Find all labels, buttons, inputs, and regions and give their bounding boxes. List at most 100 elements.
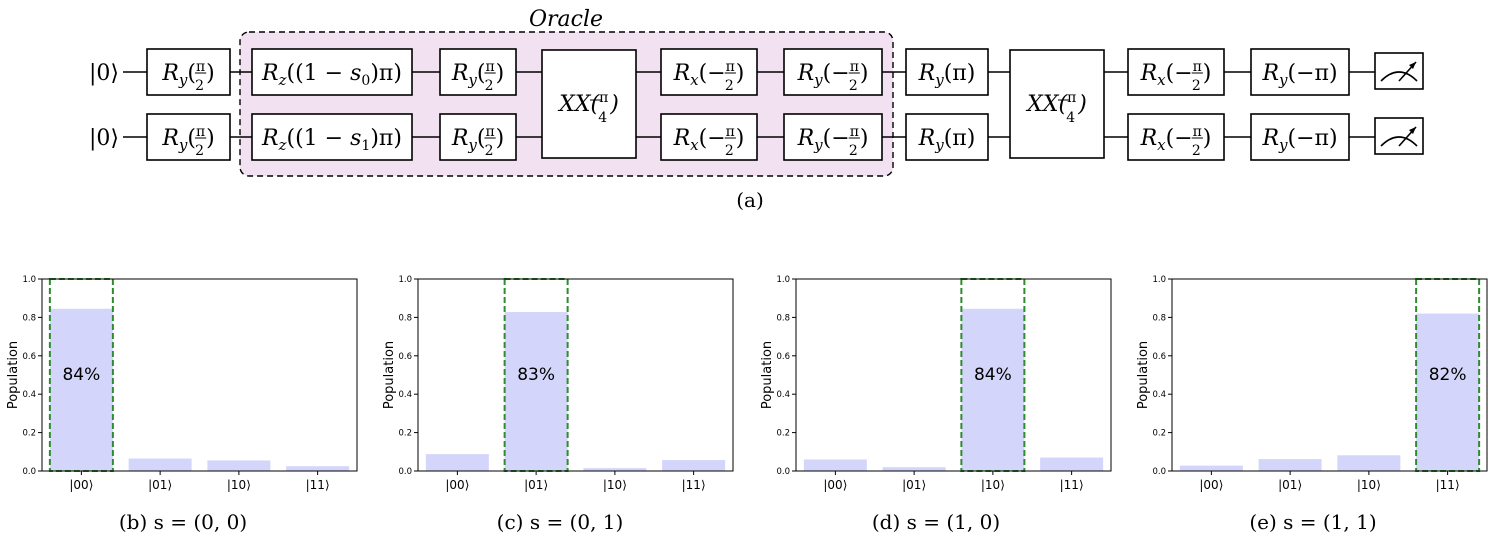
gate-label: Ry(π 2) xyxy=(161,124,214,159)
gate-q1-1: Rz((1 − s1)π) xyxy=(251,113,413,161)
x-tick-label: |01⟩ xyxy=(524,478,548,492)
x-tick-label: |11⟩ xyxy=(1060,478,1084,492)
gate-label: Rx(−π 2) xyxy=(673,59,745,94)
y-axis-label: Population xyxy=(382,341,397,409)
bar-annotation: 84% xyxy=(974,365,1012,385)
gate-q0-6: Rx(−π 2) xyxy=(1127,48,1225,96)
y-axis-label: Population xyxy=(1136,341,1151,409)
gate-q0-1: Rz((1 − s0)π) xyxy=(251,48,413,96)
bar-annotation: 84% xyxy=(62,365,100,385)
gate-q0-7: Ry(−π) xyxy=(1250,48,1350,96)
bar-1 xyxy=(504,312,568,471)
bar-annotation: 82% xyxy=(1429,365,1467,385)
oracle-label: Oracle xyxy=(529,7,603,32)
y-tick-label: 0.0 xyxy=(22,467,36,477)
bar-3 xyxy=(1416,313,1480,471)
y-tick-label: 0.2 xyxy=(1152,429,1166,439)
quantum-circuit: Oracle |0⟩ |0⟩ Ry(π 2) Rz((1 − s0)π) Ry(π 2)… xyxy=(89,7,1424,212)
plot-frame xyxy=(417,278,734,472)
panel-caption: (e) s = (1, 1) xyxy=(1249,510,1377,534)
gate-q1-7: Ry(−π) xyxy=(1250,113,1350,161)
plot-frame xyxy=(795,278,1112,472)
bar-2 xyxy=(207,460,271,471)
bar-0 xyxy=(425,454,489,471)
gate-q0-5: Ry(π) xyxy=(905,48,989,96)
gate-q0-0: Ry(π 2) xyxy=(146,48,231,96)
bar-chart-panel-2: 84% 0.0 0.2 0.4 0.6 0.8 1.0 |00⟩ |01⟩ |10⟩ |11⟩ Pop… xyxy=(760,275,1112,492)
gate-q0-4: Ry(−π 2) xyxy=(783,48,883,96)
y-tick-label: 1.0 xyxy=(1152,275,1166,285)
gate-q1-4: Ry(−π 2) xyxy=(783,113,883,161)
input-state-1: |0⟩ xyxy=(89,126,119,151)
bar-chart-panel-1: 83% 0.0 0.2 0.4 0.6 0.8 1.0 |00⟩ |01⟩ |10⟩ |11⟩ Pop… xyxy=(382,275,734,492)
y-tick-label: 1.0 xyxy=(22,275,36,285)
y-tick-label: 0.0 xyxy=(398,467,412,477)
bar-1 xyxy=(1258,459,1322,471)
circuit-caption: (a) xyxy=(736,188,764,212)
x-tick-label: |11⟩ xyxy=(306,478,330,492)
y-tick-label: 0.4 xyxy=(398,390,412,400)
gate-q0-3: Rx(−π 2) xyxy=(660,48,758,96)
gate-label: Ry(π 2) xyxy=(451,124,504,159)
gate-q1-6: Rx(−π 2) xyxy=(1127,113,1225,161)
gate-label: Rz((1 − s1)π) xyxy=(261,126,402,154)
gate-label: Ry(π) xyxy=(918,61,976,89)
y-tick-label: 0.0 xyxy=(1152,467,1166,477)
gate-label: Ry(π 2) xyxy=(161,59,214,94)
x-tick-label: |01⟩ xyxy=(1278,478,1302,492)
y-tick-label: 0.2 xyxy=(22,429,36,439)
x-tick-label: |10⟩ xyxy=(227,478,251,492)
panel-caption: (d) s = (1, 0) xyxy=(871,510,1001,534)
bar-annotation: 83% xyxy=(517,365,555,385)
gate-q0-2: Ry(π 2) xyxy=(439,48,517,96)
gate-q1-0: Ry(π 2) xyxy=(146,113,231,161)
gate-label: Ry(−π 2) xyxy=(797,124,869,159)
y-tick-label: 0.0 xyxy=(776,467,790,477)
bar-3 xyxy=(286,466,350,471)
gate-label: Ry(−π 2) xyxy=(797,59,869,94)
x-tick-label: |01⟩ xyxy=(148,478,172,492)
gate-label: Ry(−π) xyxy=(1261,61,1337,89)
y-tick-label: 0.6 xyxy=(22,352,36,362)
x-tick-label: |10⟩ xyxy=(1357,478,1381,492)
bar-3 xyxy=(662,460,726,471)
gate-label: Rx(−π 2) xyxy=(1140,59,1212,94)
bar-3 xyxy=(1040,457,1104,471)
plot-frame xyxy=(41,278,358,472)
gate-label: Rz((1 − s0)π) xyxy=(261,61,402,89)
x-tick-label: |00⟩ xyxy=(823,478,847,492)
gate-q1-5: Ry(π) xyxy=(905,113,989,161)
panel-caption: (b) s = (0, 0) xyxy=(118,510,248,534)
y-tick-label: 0.6 xyxy=(398,352,412,362)
x-tick-label: |10⟩ xyxy=(981,478,1005,492)
bar-1 xyxy=(882,467,946,471)
gate-label: Ry(π 2) xyxy=(451,59,504,94)
xx-gate-2: XX(π 4) xyxy=(1009,49,1105,159)
x-tick-label: |11⟩ xyxy=(1436,478,1460,492)
y-tick-label: 0.8 xyxy=(776,313,790,323)
input-state-0: |0⟩ xyxy=(89,61,119,86)
gate-label: Ry(−π) xyxy=(1261,126,1337,154)
bar-chart-panel-0: 84% 0.0 0.2 0.4 0.6 0.8 1.0 |00⟩ |01⟩ |10⟩ |11⟩ Pop… xyxy=(6,275,358,492)
bar-0 xyxy=(803,459,867,471)
y-axis-label: Population xyxy=(6,341,21,409)
x-tick-label: |00⟩ xyxy=(69,478,93,492)
gate-q1-2: Ry(π 2) xyxy=(439,113,517,161)
bar-2 xyxy=(583,468,647,471)
bar-1 xyxy=(128,458,192,471)
y-tick-label: 0.6 xyxy=(1152,352,1166,362)
y-tick-label: 0.8 xyxy=(1152,313,1166,323)
y-tick-label: 0.8 xyxy=(398,313,412,323)
y-tick-label: 0.2 xyxy=(398,429,412,439)
gate-label: Rx(−π 2) xyxy=(673,124,745,159)
bar-2 xyxy=(1337,455,1401,471)
x-tick-label: |00⟩ xyxy=(1199,478,1223,492)
y-tick-label: 0.2 xyxy=(776,429,790,439)
y-tick-label: 0.8 xyxy=(22,313,36,323)
y-axis-label: Population xyxy=(760,341,775,409)
y-tick-label: 0.6 xyxy=(776,352,790,362)
x-tick-label: |10⟩ xyxy=(603,478,627,492)
meter-icon xyxy=(1374,52,1424,90)
y-tick-label: 0.4 xyxy=(1152,390,1166,400)
